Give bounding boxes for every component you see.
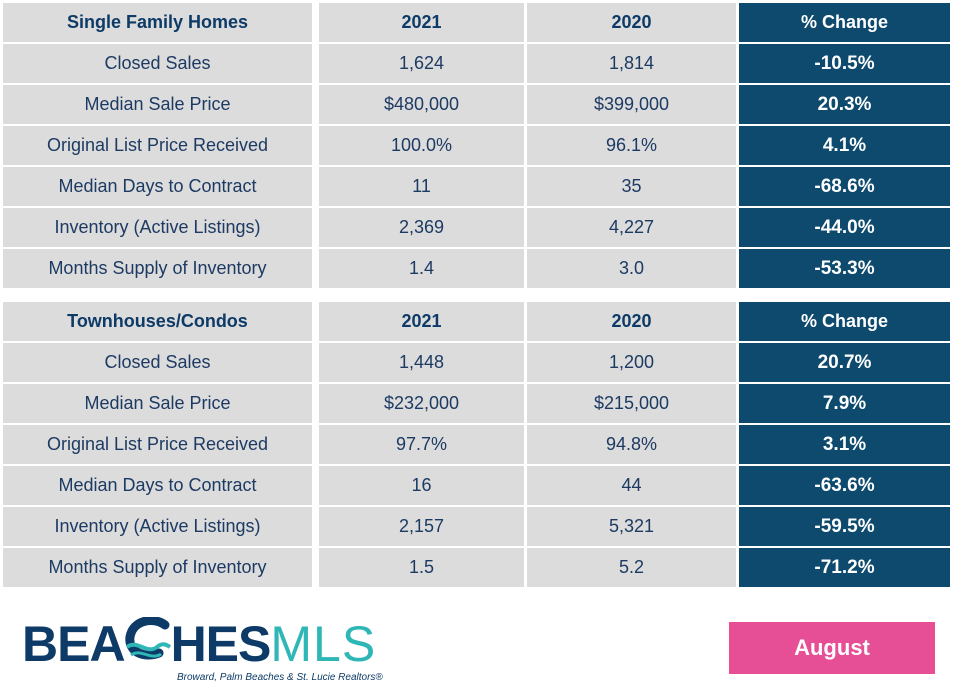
value-2021: 97.7% [319, 425, 524, 464]
table-header-row: Single Family Homes 2021 2020 % Change [3, 3, 953, 42]
table-row: Months Supply of Inventory 1.5 5.2 -71.2… [3, 548, 953, 587]
logo-text-part1: BEA [22, 616, 126, 672]
value-2021: 1,624 [319, 44, 524, 83]
value-2020: 5.2 [527, 548, 736, 587]
table-row: Inventory (Active Listings) 2,157 5,321 … [3, 507, 953, 546]
metric-label: Original List Price Received [3, 425, 312, 464]
value-2020: 4,227 [527, 208, 736, 247]
value-2021: 100.0% [319, 126, 524, 165]
column-header-2021: 2021 [319, 3, 524, 42]
table-row: Months Supply of Inventory 1.4 3.0 -53.3… [3, 249, 953, 288]
value-2021: $480,000 [319, 85, 524, 124]
value-2020: 94.8% [527, 425, 736, 464]
value-2020: 96.1% [527, 126, 736, 165]
value-2020: 35 [527, 167, 736, 206]
value-2021: 2,157 [319, 507, 524, 546]
column-header-2021: 2021 [319, 302, 524, 341]
column-header-change: % Change [739, 3, 950, 42]
section-title: Townhouses/Condos [3, 302, 312, 341]
townhouses-condos-table: Townhouses/Condos 2021 2020 % Change Clo… [3, 302, 953, 589]
column-header-2020: 2020 [527, 302, 736, 341]
table-row: Median Sale Price $232,000 $215,000 7.9% [3, 384, 953, 423]
value-2021: 1.4 [319, 249, 524, 288]
percent-change: 20.7% [739, 343, 950, 382]
metric-label: Inventory (Active Listings) [3, 208, 312, 247]
value-2021: 11 [319, 167, 524, 206]
table-row: Closed Sales 1,624 1,814 -10.5% [3, 44, 953, 83]
metric-label: Months Supply of Inventory [3, 548, 312, 587]
percent-change: 3.1% [739, 425, 950, 464]
logo-text-mls: MLS [270, 616, 377, 672]
percent-change: -68.6% [739, 167, 950, 206]
value-2020: 44 [527, 466, 736, 505]
single-family-table: Single Family Homes 2021 2020 % Change C… [3, 3, 953, 290]
metric-label: Median Sale Price [3, 384, 312, 423]
value-2021: 1,448 [319, 343, 524, 382]
column-header-2020: 2020 [527, 3, 736, 42]
metric-label: Original List Price Received [3, 126, 312, 165]
value-2020: $399,000 [527, 85, 736, 124]
value-2021: $232,000 [319, 384, 524, 423]
value-2020: 5,321 [527, 507, 736, 546]
table-row: Original List Price Received 100.0% 96.1… [3, 126, 953, 165]
table-row: Median Days to Contract 16 44 -63.6% [3, 466, 953, 505]
percent-change: -10.5% [739, 44, 950, 83]
value-2020: $215,000 [527, 384, 736, 423]
logo-tagline: Broward, Palm Beaches & St. Lucie Realto… [177, 672, 383, 683]
logo-text-part2: HES [170, 616, 272, 672]
percent-change: -71.2% [739, 548, 950, 587]
percent-change: -63.6% [739, 466, 950, 505]
percent-change: -44.0% [739, 208, 950, 247]
value-2020: 3.0 [527, 249, 736, 288]
metric-label: Median Days to Contract [3, 167, 312, 206]
metric-label: Median Days to Contract [3, 466, 312, 505]
metric-label: Inventory (Active Listings) [3, 507, 312, 546]
beaches-mls-logo: BEA HES MLS Broward, Palm Beaches & St. … [22, 616, 422, 687]
table-row: Median Sale Price $480,000 $399,000 20.3… [3, 85, 953, 124]
logo-wordmark: BEA HES MLS [22, 616, 422, 672]
section-title: Single Family Homes [3, 3, 312, 42]
table-row: Inventory (Active Listings) 2,369 4,227 … [3, 208, 953, 247]
table-row: Original List Price Received 97.7% 94.8%… [3, 425, 953, 464]
metric-label: Closed Sales [3, 44, 312, 83]
value-2021: 2,369 [319, 208, 524, 247]
wave-c-icon [125, 616, 171, 669]
percent-change: 7.9% [739, 384, 950, 423]
table-header-row: Townhouses/Condos 2021 2020 % Change [3, 302, 953, 341]
percent-change: 20.3% [739, 85, 950, 124]
percent-change: -59.5% [739, 507, 950, 546]
month-button[interactable]: August [729, 622, 935, 674]
metric-label: Median Sale Price [3, 85, 312, 124]
value-2021: 1.5 [319, 548, 524, 587]
table-row: Median Days to Contract 11 35 -68.6% [3, 167, 953, 206]
metric-label: Closed Sales [3, 343, 312, 382]
value-2020: 1,200 [527, 343, 736, 382]
percent-change: 4.1% [739, 126, 950, 165]
table-row: Closed Sales 1,448 1,200 20.7% [3, 343, 953, 382]
metric-label: Months Supply of Inventory [3, 249, 312, 288]
column-header-change: % Change [739, 302, 950, 341]
percent-change: -53.3% [739, 249, 950, 288]
value-2021: 16 [319, 466, 524, 505]
value-2020: 1,814 [527, 44, 736, 83]
